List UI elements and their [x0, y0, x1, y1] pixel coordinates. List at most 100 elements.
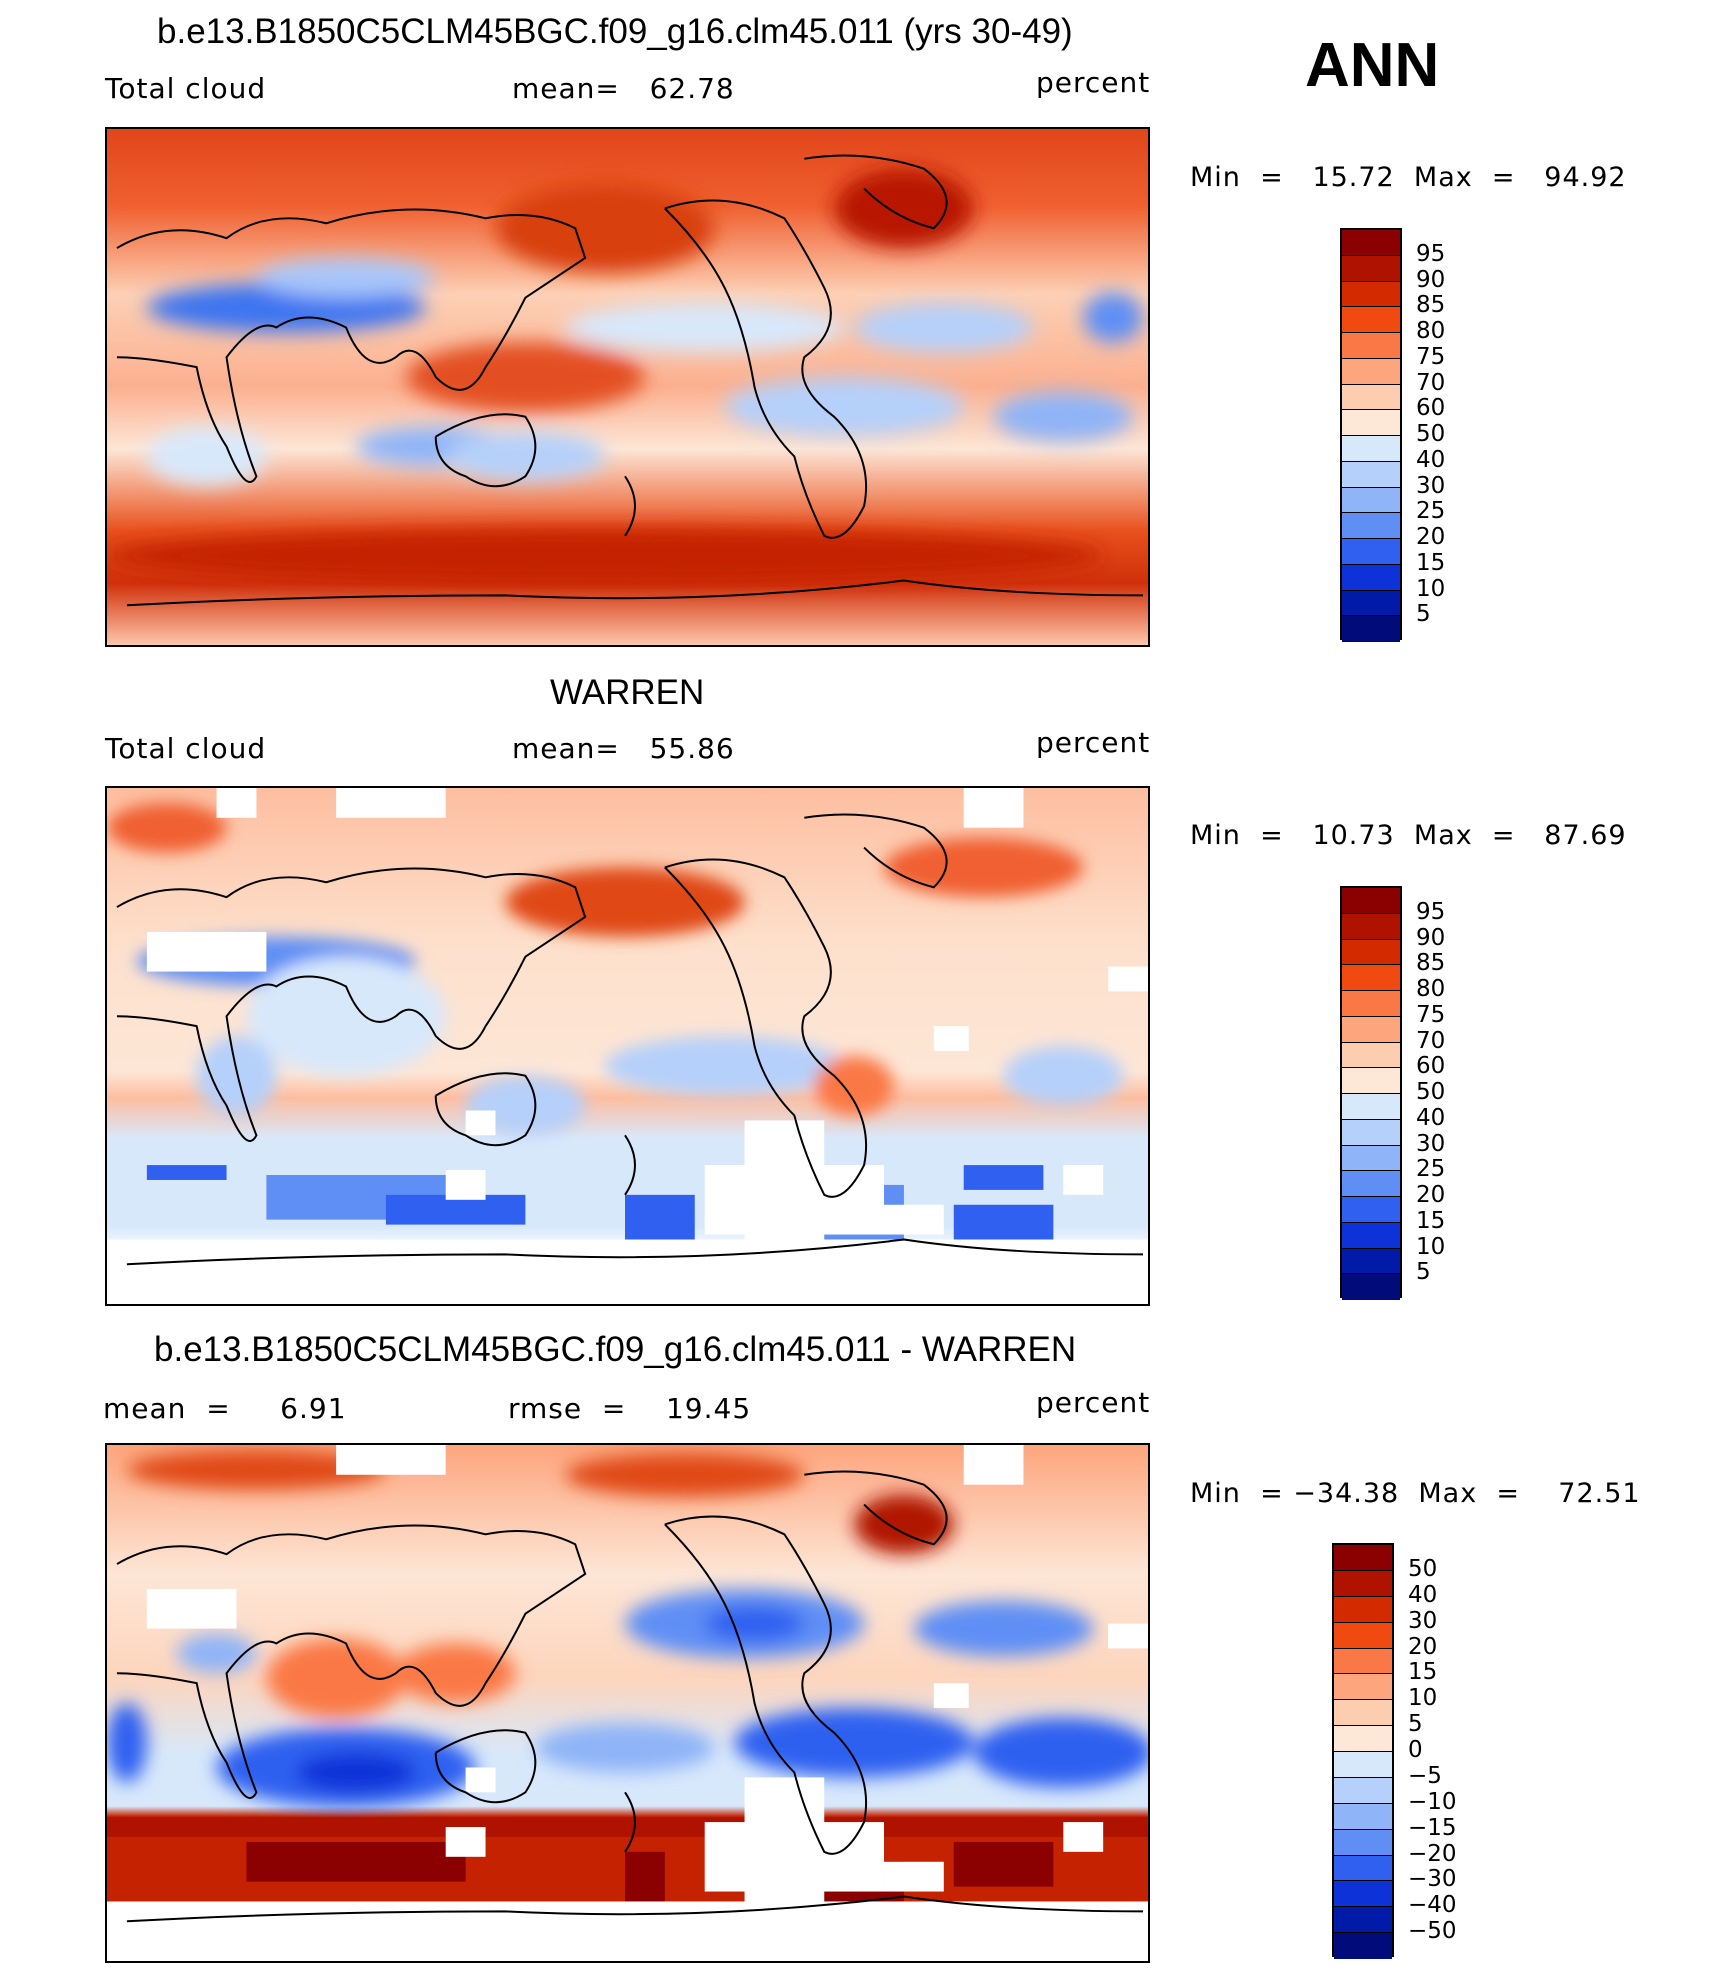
panel-2-units-label: percent — [1036, 726, 1151, 759]
colorbar-tick-label: 5 — [1416, 601, 1431, 628]
panel-1-contour-field — [107, 129, 1148, 645]
panel-2-mean-label: mean= 55.86 — [512, 732, 735, 765]
colorbar-tick-label: −15 — [1408, 1814, 1457, 1841]
colorbar-swatch — [1342, 410, 1400, 436]
colorbar-swatch — [1334, 1726, 1392, 1752]
panel-2-contour-field — [107, 788, 1148, 1304]
panel-2-colorbar — [1340, 886, 1402, 1300]
colorbar-swatch — [1342, 539, 1400, 565]
colorbar-swatch — [1342, 1042, 1400, 1069]
colorbar-tick-label: 0 — [1408, 1737, 1423, 1763]
colorbar-tick-label: −10 — [1408, 1788, 1457, 1815]
colorbar-swatch — [1334, 1596, 1392, 1623]
colorbar-swatch — [1342, 965, 1400, 991]
colorbar-tick-label: −20 — [1408, 1840, 1457, 1867]
colorbar-tick-label: 10 — [1416, 1233, 1446, 1260]
colorbar-swatch — [1342, 1248, 1400, 1275]
colorbar-tick-label: −30 — [1408, 1866, 1457, 1893]
colorbar-swatch — [1342, 1222, 1400, 1249]
colorbar-swatch — [1342, 281, 1400, 308]
colorbar-swatch — [1342, 939, 1400, 966]
colorbar-tick-label: 40 — [1416, 446, 1446, 473]
colorbar-swatch — [1334, 1622, 1392, 1649]
colorbar-tick-label: 15 — [1416, 1207, 1446, 1234]
colorbar-swatch — [1342, 1016, 1400, 1043]
panel-2-missing-data — [107, 788, 1148, 1304]
colorbar-swatch — [1342, 913, 1400, 940]
colorbar-tick-label: −5 — [1408, 1762, 1442, 1789]
panel-3-title: b.e13.B1850C5CLM45BGC.f09_g16.clm45.011 … — [154, 1330, 1077, 1369]
colorbar-tick-label: 15 — [1408, 1659, 1438, 1686]
colorbar-tick-label: 70 — [1416, 369, 1446, 396]
colorbar-swatch — [1334, 1803, 1392, 1830]
colorbar-swatch — [1342, 513, 1400, 539]
colorbar-swatch — [1334, 1777, 1392, 1804]
colorbar-swatch — [1342, 333, 1400, 359]
colorbar-tick-label: 80 — [1416, 976, 1446, 1002]
colorbar-tick-label: 60 — [1416, 395, 1446, 422]
colorbar-swatch — [1334, 1829, 1392, 1856]
colorbar-swatch — [1342, 1145, 1400, 1172]
colorbar-swatch — [1342, 991, 1400, 1017]
colorbar-swatch — [1342, 384, 1400, 411]
panel-3-mean-label: mean = 6.91 — [103, 1392, 347, 1425]
colorbar-tick-label: 80 — [1416, 318, 1446, 344]
colorbar-tick-label: 30 — [1408, 1607, 1438, 1634]
colorbar-swatch — [1334, 1855, 1392, 1882]
colorbar-tick-label: 40 — [1408, 1581, 1438, 1608]
panel-1-coastlines — [116, 154, 1144, 607]
colorbar-tick-label: 50 — [1416, 1079, 1446, 1105]
colorbar-swatch — [1334, 1907, 1392, 1934]
panel-3-colorbar — [1332, 1543, 1394, 1959]
colorbar-tick-label: 90 — [1416, 266, 1446, 293]
panel-3-rmse-label: rmse = 19.45 — [508, 1392, 752, 1425]
panel-2-map — [105, 786, 1150, 1306]
colorbar-tick-label: 10 — [1408, 1685, 1438, 1712]
colorbar-swatch — [1334, 1933, 1392, 1959]
colorbar-tick-label: 10 — [1416, 575, 1446, 602]
colorbar-tick-label: 25 — [1416, 498, 1446, 525]
colorbar-swatch — [1334, 1752, 1392, 1778]
colorbar-tick-label: 95 — [1416, 240, 1446, 267]
panel-3-map — [105, 1443, 1150, 1963]
colorbar-tick-label: 20 — [1408, 1633, 1438, 1660]
colorbar-swatch — [1342, 358, 1400, 385]
panel-3-contour-field — [107, 1445, 1148, 1961]
colorbar-tick-label: 50 — [1408, 1555, 1438, 1582]
colorbar-tick-label: 25 — [1416, 1156, 1446, 1183]
season-label: ANN — [1305, 31, 1440, 100]
colorbar-tick-label: 70 — [1416, 1027, 1446, 1054]
colorbar-tick-label: −40 — [1408, 1892, 1457, 1919]
colorbar-tick-label: 15 — [1416, 549, 1446, 576]
colorbar-tick-label: 95 — [1416, 898, 1446, 925]
colorbar-swatch — [1334, 1881, 1392, 1908]
colorbar-tick-label: 60 — [1416, 1053, 1446, 1080]
colorbar-swatch — [1342, 1197, 1400, 1223]
colorbar-tick-label: 5 — [1416, 1259, 1431, 1286]
colorbar-swatch — [1334, 1545, 1392, 1571]
panel-1-units-label: percent — [1036, 66, 1151, 99]
colorbar-swatch — [1342, 1094, 1400, 1120]
colorbar-swatch — [1342, 1171, 1400, 1197]
panel-1-colorbar — [1340, 228, 1402, 642]
colorbar-tick-label: 50 — [1416, 421, 1446, 447]
panel-3-minmax: Min = −34.38 Max = 72.51 — [1190, 1478, 1641, 1509]
colorbar-tick-label: 20 — [1416, 1182, 1446, 1208]
colorbar-swatch — [1342, 307, 1400, 333]
panel-3-units-label: percent — [1036, 1386, 1151, 1419]
panel-2-coastlines — [116, 813, 1144, 1266]
colorbar-tick-label: 40 — [1416, 1104, 1446, 1131]
colorbar-swatch — [1334, 1674, 1392, 1701]
colorbar-swatch — [1342, 888, 1400, 914]
panel-2-minmax: Min = 10.73 Max = 87.69 — [1190, 820, 1627, 851]
panel-3-missing-data — [107, 1445, 1148, 1961]
colorbar-swatch — [1342, 1274, 1400, 1300]
colorbar-swatch — [1342, 487, 1400, 514]
colorbar-swatch — [1342, 1068, 1400, 1094]
colorbar-swatch — [1342, 230, 1400, 256]
panel-1-map — [105, 127, 1150, 647]
panel-1-mean-label: mean= 62.78 — [512, 72, 735, 105]
colorbar-tick-label: 30 — [1416, 472, 1446, 499]
colorbar-swatch — [1342, 590, 1400, 617]
colorbar-tick-label: 85 — [1416, 950, 1446, 977]
